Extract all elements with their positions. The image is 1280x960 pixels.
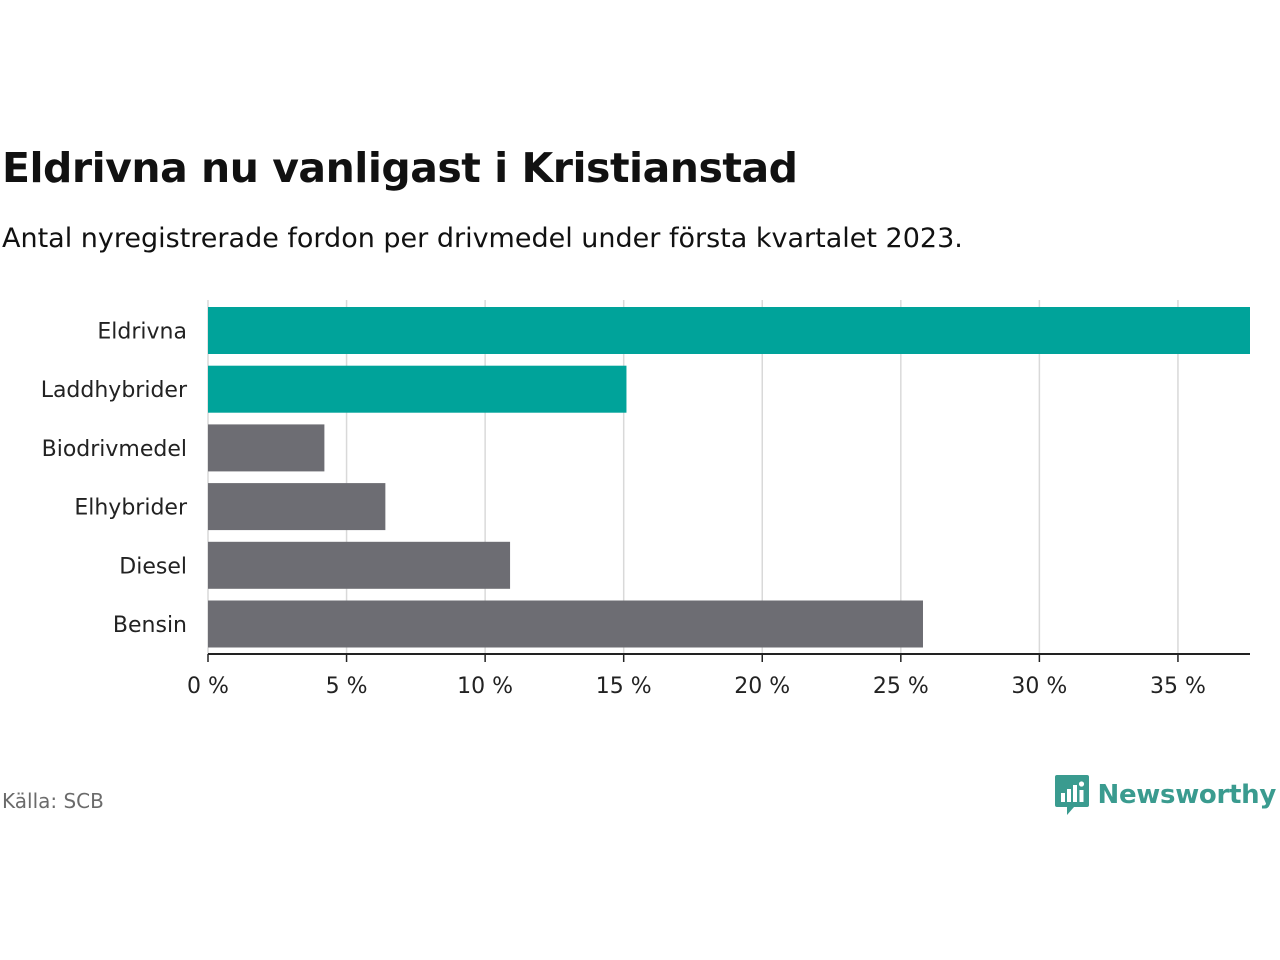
- x-tick-label: 25 %: [873, 674, 929, 699]
- source-note: Källa: SCB: [2, 789, 104, 813]
- brand-logo[interactable]: Newsworthy: [1054, 773, 1276, 817]
- category-labels: Eldrivna Laddhybrider Biodrivmedel Elhybrid…: [41, 320, 188, 639]
- bar-eldrivna: [208, 307, 1250, 354]
- chart-title: Eldrivna nu vanligast i Kristianstad: [2, 144, 798, 192]
- bar-biodrivmedel: [208, 424, 325, 472]
- category-label: Elhybrider: [74, 496, 188, 521]
- bar-bensin: [208, 600, 923, 648]
- x-tick-label: 15 %: [596, 674, 652, 699]
- bar-chart-speech-bubble-icon: [1054, 775, 1089, 815]
- x-tick-label: 10 %: [457, 674, 513, 699]
- category-label: Bensin: [113, 613, 187, 638]
- chart-subtitle: Antal nyregistrerade fordon per drivmede…: [2, 223, 963, 254]
- x-axis: 0 % 5 % 10 % 15 % 20 % 25 % 30 % 35 %: [187, 653, 1250, 699]
- x-tick-label: 5 %: [326, 674, 368, 699]
- category-label: Eldrivna: [97, 320, 187, 345]
- bar-laddhybrider: [208, 365, 627, 413]
- x-tick-label: 0 %: [187, 674, 229, 699]
- bar-elhybrider: [208, 483, 386, 531]
- bars: [208, 307, 1250, 648]
- bar-chart: Eldrivna Laddhybrider Biodrivmedel Elhybrid…: [41, 300, 1250, 699]
- grid-lines: [207, 300, 1179, 654]
- bar-diesel: [208, 541, 511, 589]
- category-label: Diesel: [119, 554, 187, 579]
- x-tick-label: 30 %: [1011, 674, 1067, 699]
- x-tick-label: 35 %: [1150, 674, 1206, 699]
- category-label: Biodrivmedel: [42, 437, 187, 462]
- x-tick-label: 20 %: [734, 674, 790, 699]
- category-label: Laddhybrider: [41, 378, 188, 403]
- brand-name: Newsworthy: [1097, 780, 1277, 810]
